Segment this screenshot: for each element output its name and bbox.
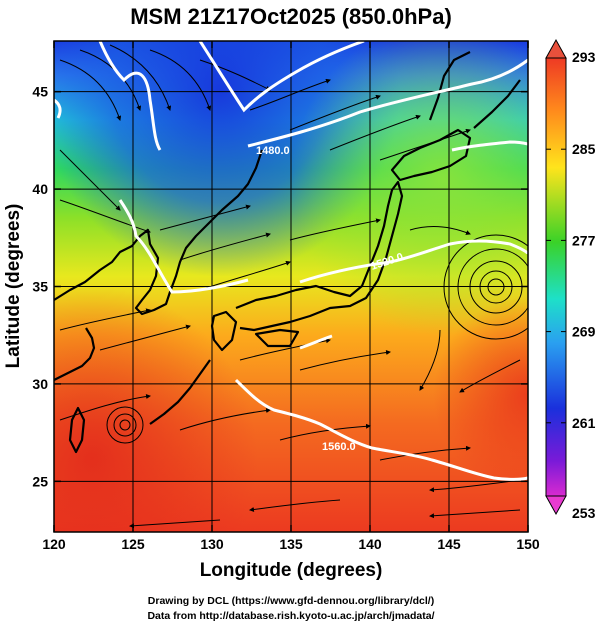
contour-line [118, 199, 249, 294]
streamline [129, 519, 221, 529]
contour-line [299, 239, 528, 284]
colorbar-label: 269 [572, 324, 596, 340]
streamline [249, 78, 331, 111]
x-tick-labels: 120 125 130 135 140 145 150 [42, 536, 540, 552]
streamline [289, 218, 381, 241]
streamline [59, 199, 151, 234]
streamline [459, 359, 521, 393]
y-tick-label: 35 [32, 279, 48, 295]
colorbar-label: 285 [572, 141, 596, 157]
streamline [179, 232, 271, 261]
y-axis-label: Latitude (degrees) [3, 204, 24, 369]
x-tick-label: 125 [121, 536, 145, 552]
streamline [429, 509, 521, 519]
cyclone-ring [487, 278, 505, 296]
y-tick-labels: 25 30 35 40 45 [32, 84, 48, 490]
colorbar-label: 253 [572, 505, 596, 521]
x-tick-label: 135 [279, 536, 303, 552]
x-tick-label: 140 [358, 536, 382, 552]
colorbar-label: 277 [572, 232, 596, 248]
coast-east-china [54, 327, 96, 381]
contour-line [234, 378, 528, 481]
streamline [109, 44, 172, 111]
colorbar-gradient [545, 57, 567, 497]
streamline [159, 204, 251, 231]
cyclone-ring [479, 270, 513, 304]
contour-line [299, 334, 333, 350]
colorbar-label: 293 [572, 49, 596, 65]
cyclone-ring [443, 234, 528, 340]
vortex-ring [113, 413, 137, 437]
streamline [379, 128, 471, 161]
streamline [419, 329, 441, 391]
plot-area: 1480.0 1520.0 1560.0 [54, 41, 528, 532]
streamline [179, 408, 271, 431]
contour-label: 1480.0 [256, 145, 290, 157]
colorbar-labels: 293 285 277 269 261 253 [572, 49, 596, 521]
streamline [99, 324, 191, 351]
streamline [429, 479, 521, 493]
x-tick-label: 130 [200, 536, 224, 552]
x-tick-label: 145 [437, 536, 461, 552]
credit-data: Data from http://database.rish.kyoto-u.a… [147, 610, 434, 622]
contour-line [451, 140, 528, 152]
streamline [199, 59, 271, 91]
streamline [59, 308, 151, 331]
vortex-ring [106, 406, 144, 444]
axis-ticks [53, 41, 529, 532]
streamline [409, 226, 471, 235]
streamline [59, 149, 121, 211]
credit-drawing: Drawing by DCL (https://www.gfd-dennou.o… [148, 595, 434, 607]
streamline [149, 49, 212, 111]
contour-label: 1560.0 [322, 441, 356, 453]
colorbar: 293 285 277 269 261 253 [545, 38, 596, 521]
streamline [59, 59, 122, 121]
coast-ryukyu [149, 359, 211, 425]
coast-shikoku [254, 328, 300, 348]
contour-line [98, 41, 162, 151]
colorbar-bottom-arrow [545, 495, 567, 516]
coast-honshu [235, 180, 404, 332]
colorbar-top-arrow [545, 38, 567, 59]
coast-china-korea [54, 149, 264, 316]
streamline [329, 114, 421, 151]
contour-line [54, 98, 62, 119]
streamline [199, 260, 291, 291]
wind-streamlines [59, 44, 528, 529]
streamline [239, 338, 331, 361]
streamline [289, 94, 381, 131]
chart-title: MSM 21Z17Oct2025 (850.0hPa) [130, 4, 452, 29]
streamline [279, 423, 371, 441]
streamline [59, 394, 151, 421]
x-axis-label: Longitude (degrees) [200, 560, 383, 581]
y-tick-label: 45 [32, 84, 48, 100]
streamline [249, 499, 341, 512]
height-contours [54, 41, 528, 481]
y-tick-label: 40 [32, 181, 48, 197]
streamline [379, 445, 471, 461]
colorbar-label: 261 [572, 415, 596, 431]
x-tick-label: 150 [516, 536, 540, 552]
cyclone-ring [457, 248, 528, 326]
contour-line [198, 41, 365, 113]
vortex-ring [119, 419, 131, 431]
coast-sakhalin-kurils [428, 51, 521, 129]
streamline [299, 350, 391, 371]
y-tick-label: 25 [32, 473, 48, 489]
colorbar-ticks [546, 148, 566, 424]
y-tick-label: 30 [32, 376, 48, 392]
x-tick-label: 120 [42, 536, 66, 552]
coast-taiwan [68, 406, 86, 454]
contour-line [247, 58, 528, 148]
